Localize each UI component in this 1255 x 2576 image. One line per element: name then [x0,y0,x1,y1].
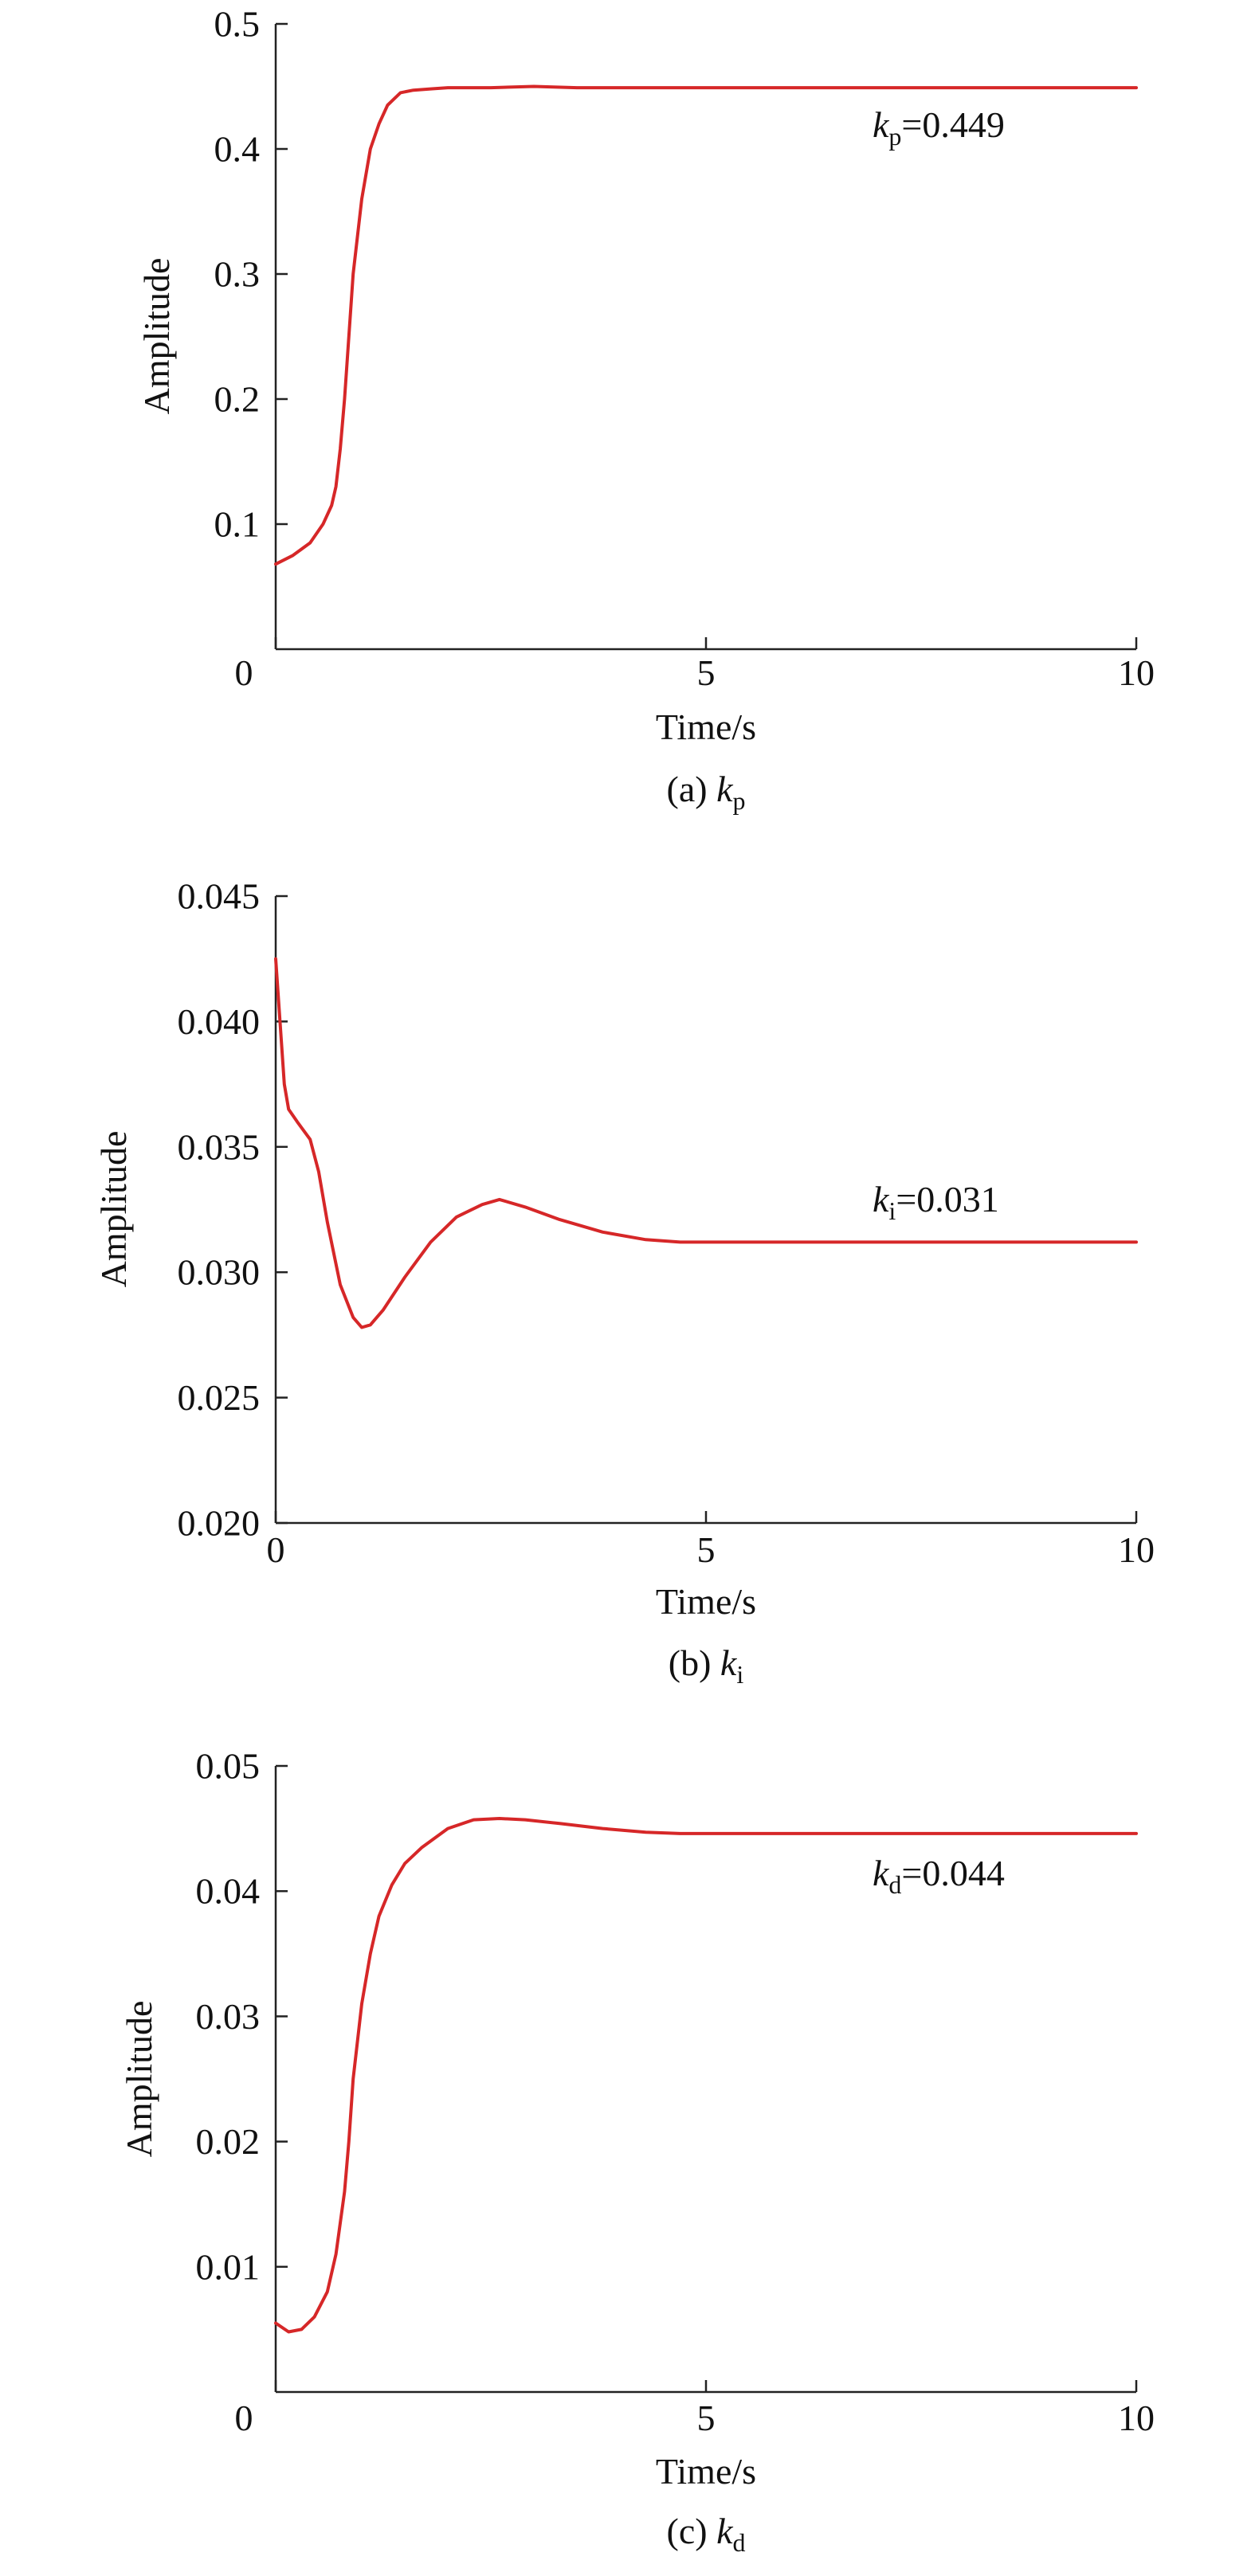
gain-annotation: kp=0.449 [873,104,1005,151]
y-tick-label: 0.01 [196,2246,261,2287]
gain-annotation: ki=0.031 [873,1179,999,1225]
y-tick-label: 0.04 [196,1871,261,1912]
y-axis-label: Amplitude [136,258,177,415]
x-tick-labels: 0 5 10 [235,2398,1155,2438]
y-tick-labels: 0.020 0.025 0.030 0.035 0.040 0.045 [178,876,261,1544]
y-tick-label: 0.5 [214,4,261,45]
caption-subscript: d [732,2528,745,2557]
x-tick-label: 10 [1118,2398,1155,2438]
annotation-subscript: d [888,1870,901,1899]
annotation-symbol: k [873,1179,890,1219]
chart-panel-b: 0.020 0.025 0.030 0.035 0.040 0.045 0 5 … [93,876,1155,1689]
x-axis-label: Time/s [656,707,756,747]
caption-subscript: i [736,1660,743,1689]
annotation-symbol: k [873,1853,890,1893]
chart-panel-c: 0.01 0.02 0.03 0.04 0.05 0 5 10 Amplitud… [119,1746,1155,2558]
x-axis-label: Time/s [656,2451,756,2492]
y-tick-marks [276,22,288,526]
x-tick-label: 0 [235,2398,253,2438]
x-tick-label: 5 [697,652,716,693]
panel-caption: (b) ki [669,1642,744,1689]
y-tick-marks [276,1764,288,2269]
x-tick-marks [274,1511,1138,1523]
y-tick-labels: 0.1 0.2 0.3 0.4 0.5 [214,4,261,545]
x-tick-label: 0 [267,1529,285,1570]
x-tick-label: 5 [697,2398,716,2438]
x-tick-label: 5 [697,1529,716,1570]
annotation-value: =0.449 [901,104,1004,145]
x-tick-marks [274,637,1138,649]
x-tick-labels: 0 5 10 [235,652,1155,693]
series-line [274,84,1138,566]
y-tick-label: 0.4 [214,129,261,170]
y-tick-label: 0.040 [178,1001,261,1042]
y-tick-labels: 0.01 0.02 0.03 0.04 0.05 [196,1746,261,2288]
y-tick-label: 0.05 [196,1746,261,1787]
y-tick-label: 0.02 [196,2121,261,2162]
annotation-subscript: p [888,122,901,151]
caption-subscript: p [732,786,745,815]
y-tick-label: 0.035 [178,1126,261,1167]
gain-annotation: kd=0.044 [873,1853,1005,1899]
y-tick-label: 0.3 [214,254,261,295]
caption-symbol: k [720,1642,738,1683]
y-tick-label: 0.025 [178,1377,261,1418]
y-tick-label: 0.2 [214,379,261,420]
x-axis-label: Time/s [656,1581,756,1622]
series-line [274,957,1138,1329]
y-tick-label: 0.1 [214,504,261,545]
caption-prefix: (b) [669,1642,720,1683]
annotation-subscript: i [888,1196,896,1225]
x-tick-marks [274,2380,1138,2392]
annotation-value: =0.044 [901,1853,1004,1893]
y-tick-marks [276,895,288,1525]
y-tick-label: 0.045 [178,876,261,917]
caption-symbol: k [716,769,734,809]
y-axis-label: Amplitude [93,1131,134,1288]
y-tick-label: 0.030 [178,1252,261,1293]
y-tick-label: 0.03 [196,1996,261,2037]
y-axis-label: Amplitude [119,2001,159,2158]
panel-caption: (a) kp [667,769,746,815]
series-line [274,1817,1138,2334]
annotation-value: =0.031 [896,1179,998,1219]
caption-prefix: (c) [667,2511,717,2551]
chart-panel-a: 0.1 0.2 0.3 0.4 0.5 0 5 10 Amplitude Tim… [136,4,1155,816]
x-tick-label: 10 [1118,1529,1155,1570]
caption-prefix: (a) [667,769,717,809]
x-tick-label: 0 [235,652,253,693]
annotation-symbol: k [873,104,890,145]
x-tick-label: 10 [1118,652,1155,693]
x-tick-labels: 0 5 10 [267,1529,1155,1570]
y-tick-label: 0.020 [178,1503,261,1544]
panel-caption: (c) kd [667,2511,746,2557]
caption-symbol: k [716,2511,734,2551]
